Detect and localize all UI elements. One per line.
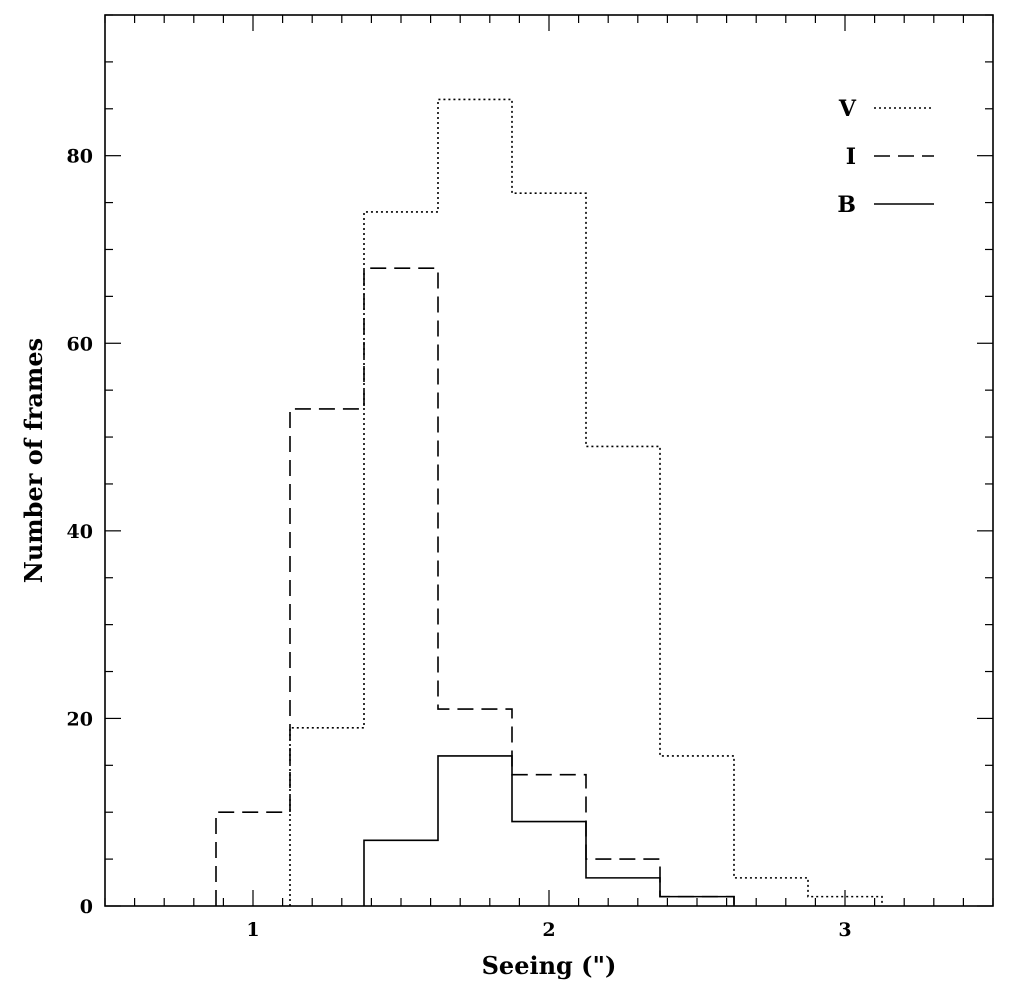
bar-B bbox=[364, 840, 438, 906]
bar-V bbox=[512, 193, 586, 906]
y-tick-label: 80 bbox=[67, 146, 93, 168]
y-tick-label: 0 bbox=[80, 896, 93, 918]
bar-I bbox=[438, 709, 512, 906]
bar-V bbox=[438, 99, 512, 906]
bar-V bbox=[734, 878, 808, 906]
bar-I bbox=[364, 268, 438, 906]
series-I-outline bbox=[215, 267, 735, 906]
tick-labels: 1 2 3 0 20 40 60 80 bbox=[67, 146, 852, 941]
series-V-outline bbox=[289, 98, 883, 906]
axis-ticks bbox=[104, 14, 994, 907]
bar-V bbox=[364, 212, 438, 906]
y-axis-label: Number of frames bbox=[19, 338, 48, 583]
bar-I bbox=[586, 859, 660, 906]
x-tick-label: 3 bbox=[838, 919, 851, 941]
series-I bbox=[215, 267, 735, 906]
legend: VIB bbox=[837, 96, 934, 218]
y-tick-label: 40 bbox=[67, 521, 93, 543]
y-tick-label: 20 bbox=[67, 708, 93, 730]
plot-frame bbox=[104, 14, 994, 907]
bar-V bbox=[660, 756, 734, 906]
series-B bbox=[363, 755, 735, 906]
bar-I bbox=[512, 775, 586, 906]
x-tick-label: 2 bbox=[542, 919, 555, 941]
x-tick-label: 1 bbox=[246, 919, 259, 941]
legend-label-V: V bbox=[838, 96, 857, 122]
bar-B bbox=[438, 756, 512, 906]
legend-label-I: I bbox=[846, 144, 856, 170]
bar-B bbox=[586, 878, 660, 906]
bar-I bbox=[290, 409, 364, 906]
histogram-series bbox=[215, 98, 883, 906]
series-V bbox=[289, 98, 883, 906]
y-tick-label: 60 bbox=[67, 333, 93, 355]
x-axis-label: Seeing (") bbox=[482, 951, 617, 980]
bar-V bbox=[290, 728, 364, 906]
series-B-outline bbox=[363, 755, 735, 906]
legend-label-B: B bbox=[837, 192, 856, 218]
bar-V bbox=[586, 446, 660, 906]
